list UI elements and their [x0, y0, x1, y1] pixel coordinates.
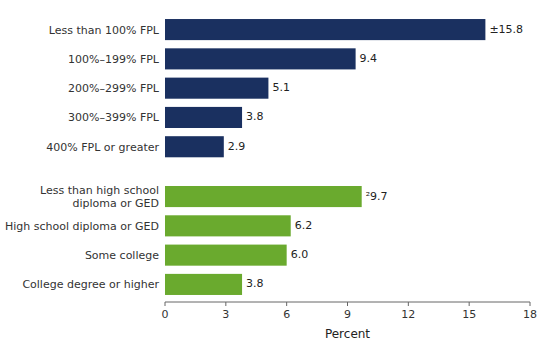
data-label: 2.9: [228, 140, 246, 153]
data-label: 5.1: [272, 81, 290, 94]
x-tick-label: 15: [462, 308, 476, 321]
bar: [165, 274, 242, 295]
x-tick-label: 9: [344, 308, 351, 321]
x-tick: [530, 302, 531, 306]
x-tick-label: 3: [222, 308, 229, 321]
category-label: College degree or higher: [22, 278, 159, 291]
bar: [165, 107, 242, 128]
data-label: 9.4: [360, 52, 378, 65]
bars: [165, 19, 485, 295]
bar: [165, 136, 224, 157]
data-label: ±15.8: [489, 23, 523, 36]
category-label: Less than 100% FPL: [49, 24, 160, 37]
x-tick: [165, 302, 166, 306]
category-label: High school diploma or GED: [5, 220, 159, 233]
chart: 3.8 6.0 6.2 ²9.7 2.9 3.8 5.1 9.4 ±15.8 College de…: [0, 0, 560, 344]
x-tick-label: 6: [283, 308, 290, 321]
x-tick: [225, 302, 226, 306]
category-label: Some college: [85, 249, 159, 262]
x-tick: [286, 302, 287, 306]
data-label: ²9.7: [366, 190, 388, 203]
bar: [165, 48, 356, 69]
data-label: 6.0: [291, 248, 309, 261]
bar: [165, 215, 291, 236]
bar: [165, 245, 287, 266]
x-tick-label: 0: [162, 308, 169, 321]
data-label: 6.2: [295, 219, 313, 232]
bar: [165, 78, 268, 99]
data-label: 3.8: [246, 110, 263, 123]
data-label: 3.8: [246, 277, 263, 290]
x-tick-label: 12: [401, 308, 415, 321]
category-label: 400% FPL or greater: [46, 141, 159, 154]
x-axis-label: Percent: [325, 327, 370, 341]
category-label: Less than high schooldiploma or GED: [40, 184, 159, 210]
bar: [165, 186, 362, 207]
x-tick: [347, 302, 348, 306]
x-tick: [469, 302, 470, 306]
category-label: 200%–299% FPL: [68, 82, 160, 95]
x-tick: [408, 302, 409, 306]
x-tick-label: 18: [523, 308, 537, 321]
bar: [165, 19, 485, 40]
category-label: 100%–199% FPL: [68, 53, 160, 66]
category-label: 300%–399% FPL: [68, 111, 160, 124]
